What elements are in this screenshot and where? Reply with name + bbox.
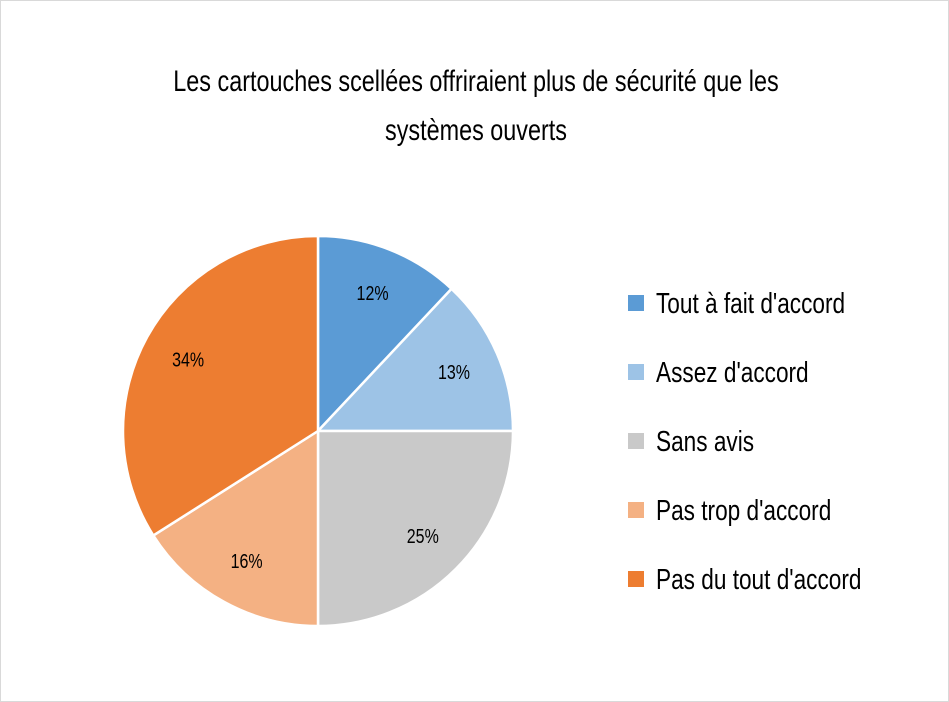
- legend-label: Pas du tout d'accord: [656, 562, 861, 595]
- chart-title: Les cartouches scellées offriraient plus…: [173, 64, 778, 146]
- legend-label: Assez d'accord: [656, 355, 809, 388]
- pie-slice: [151, 428, 320, 628]
- legend-swatch: [628, 433, 644, 449]
- pie-slice: [121, 234, 320, 538]
- legend-swatch: [628, 502, 644, 518]
- legend: Tout à fait d'accord Assez d'accord Sans a…: [628, 286, 861, 596]
- pie-slice: [316, 234, 454, 435]
- legend-swatch: [628, 571, 644, 587]
- data-label: 13%: [438, 361, 470, 383]
- legend-swatch: [628, 364, 644, 380]
- legend-label: Tout à fait d'accord: [656, 286, 845, 319]
- data-label: 25%: [407, 525, 439, 547]
- data-label: 34%: [172, 349, 204, 371]
- data-label: 12%: [357, 283, 389, 305]
- data-labels: 12% 13% 25% 16% 34%: [172, 283, 470, 573]
- legend-swatch: [628, 295, 644, 311]
- legend-label: Sans avis: [656, 424, 754, 457]
- legend-label: Pas trop d'accord: [656, 493, 831, 526]
- pie-slices: [121, 234, 515, 628]
- data-label: 16%: [231, 550, 263, 572]
- pie-slice: [315, 287, 515, 433]
- pie-slice: [316, 429, 515, 628]
- chart-title-line-1: Les cartouches scellées offriraient plus…: [173, 64, 778, 97]
- chart-title-line-2: systèmes ouverts: [385, 113, 567, 146]
